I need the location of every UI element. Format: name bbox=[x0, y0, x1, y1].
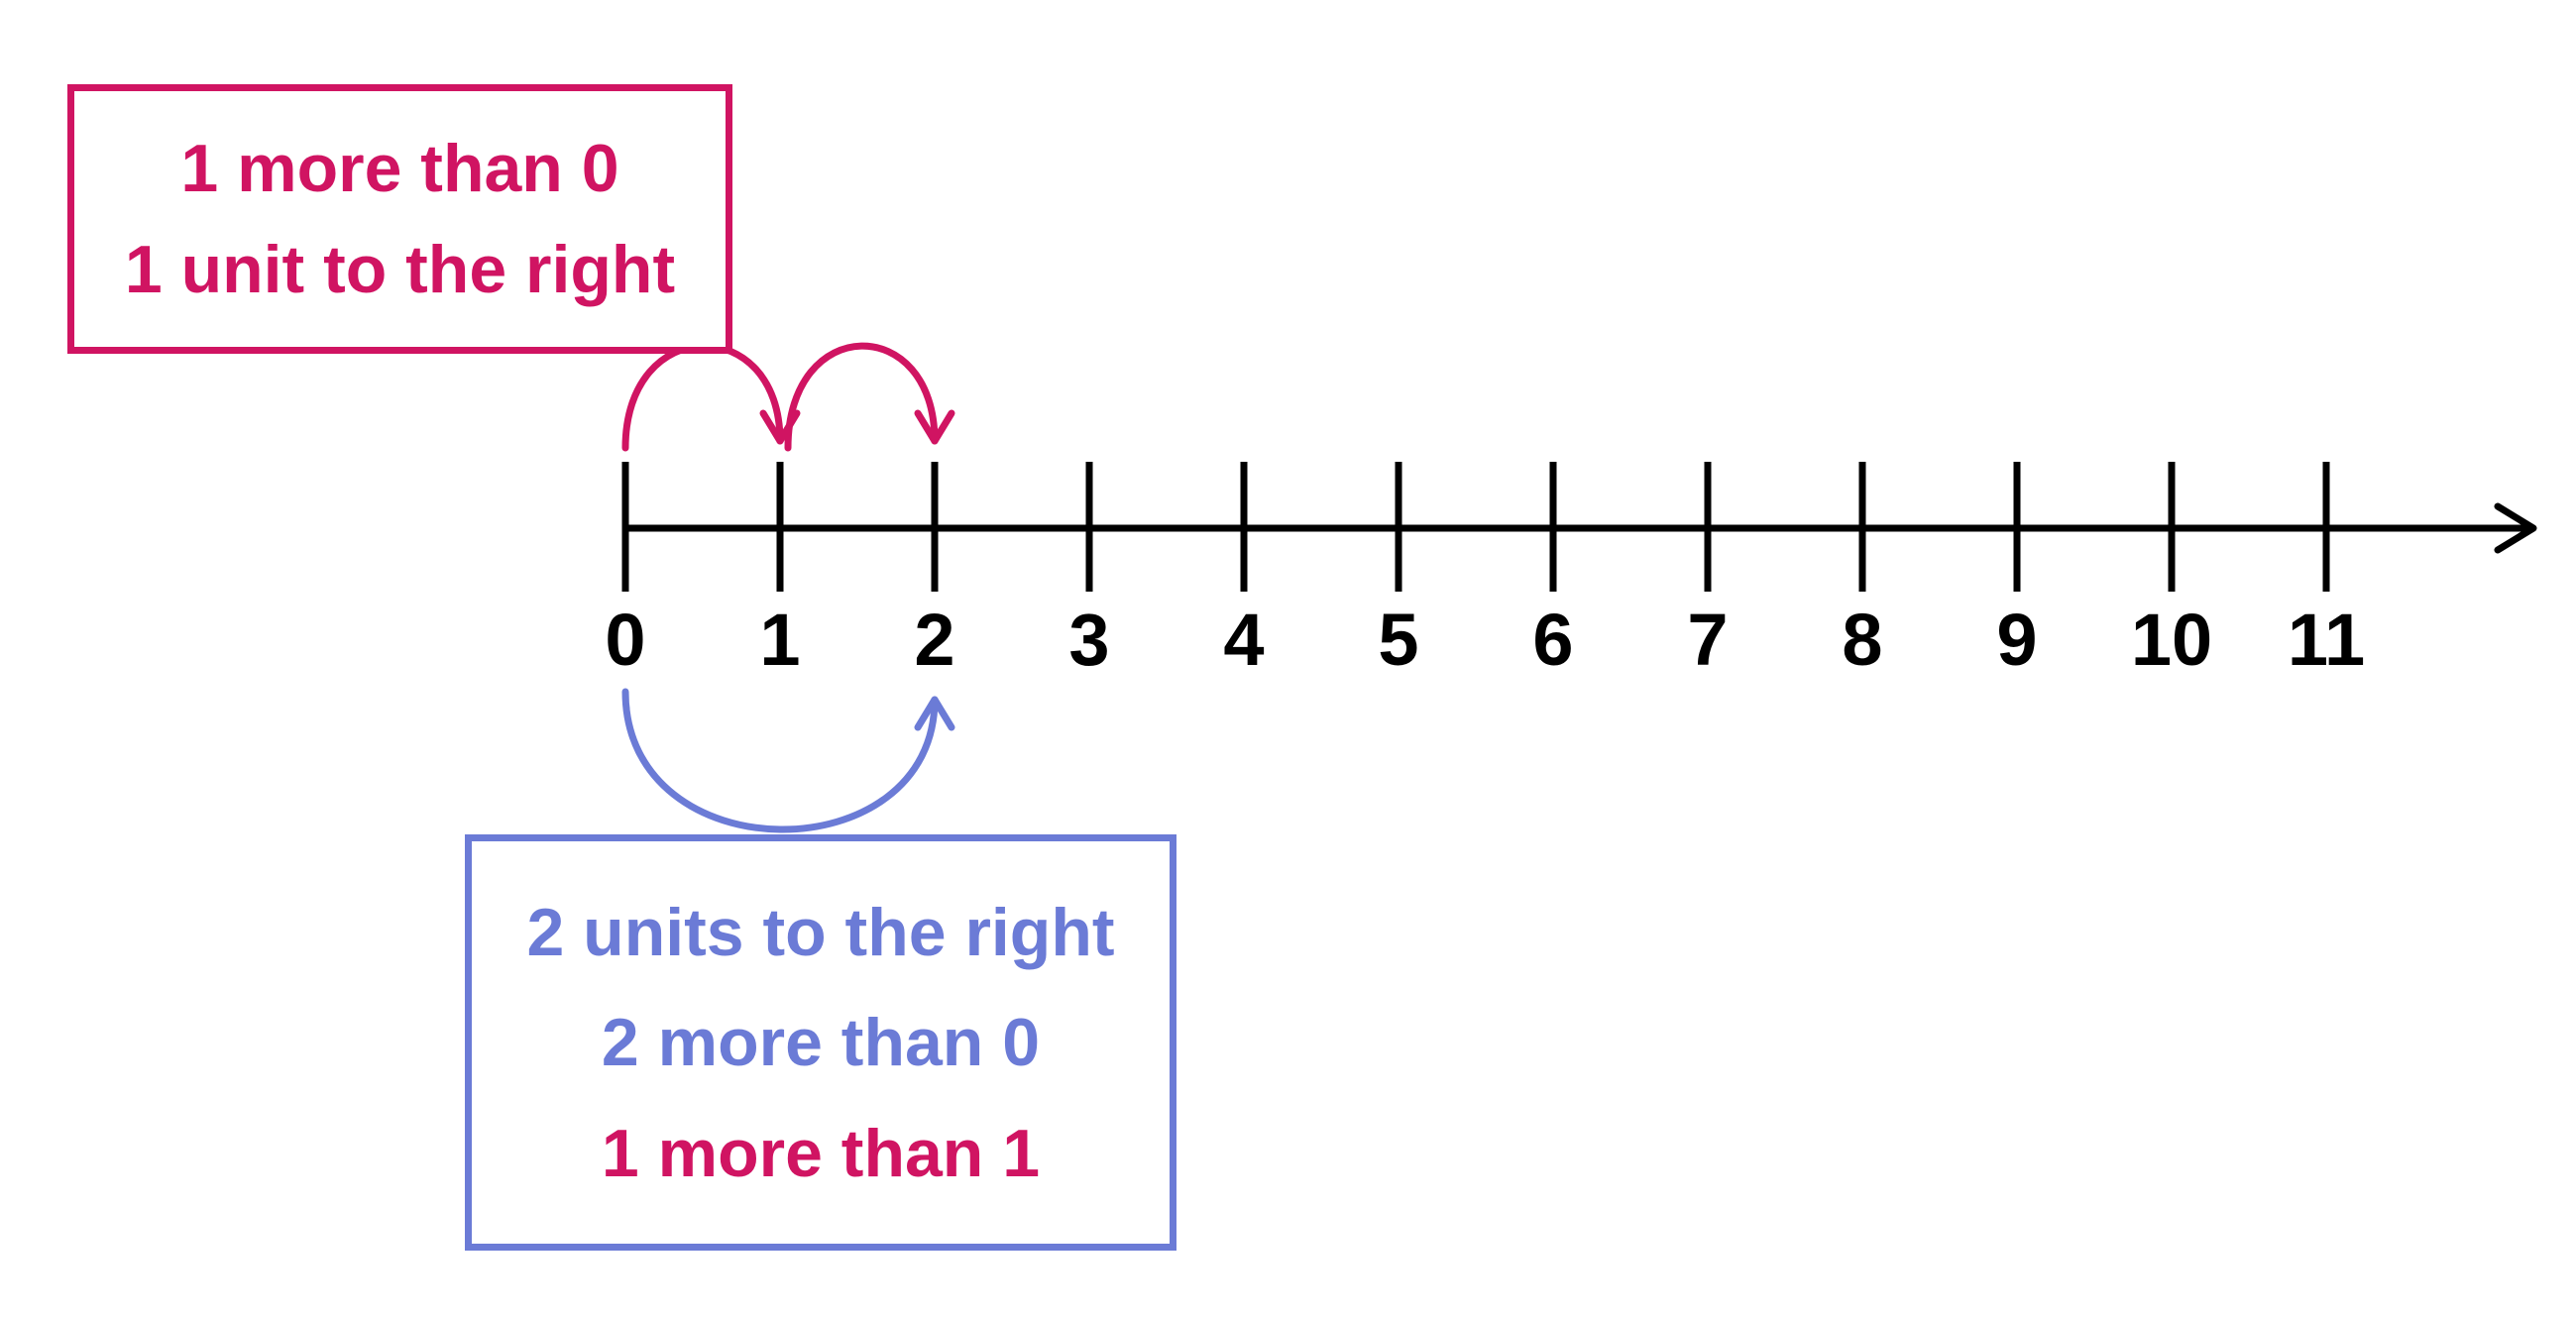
tick-label-3: 3 bbox=[1068, 599, 1109, 681]
callout-bottom: 2 units to the right 2 more than 0 1 mor… bbox=[465, 834, 1176, 1251]
axis-arrowhead-icon bbox=[2494, 502, 2537, 554]
jump-arc-path bbox=[621, 342, 784, 452]
callout-bottom-line-2: 2 more than 0 bbox=[601, 1005, 1041, 1080]
tick-label-2: 2 bbox=[914, 599, 954, 681]
jump-arc-0-to-2 bbox=[621, 688, 955, 833]
jump-arc-path bbox=[621, 688, 939, 833]
callout-bottom-line-1: 2 units to the right bbox=[526, 894, 1115, 970]
callout-bottom-line-3: 1 more than 1 bbox=[601, 1115, 1041, 1191]
arrowhead-down-icon bbox=[914, 409, 955, 445]
callout-top-line-2: 1 unit to the right bbox=[124, 232, 676, 307]
tick-label-8: 8 bbox=[1842, 599, 1882, 681]
jump-arc-path bbox=[784, 342, 939, 452]
jump-arc-0-to-1 bbox=[621, 342, 801, 452]
tick-label-4: 4 bbox=[1223, 599, 1264, 681]
tick-label-0: 0 bbox=[605, 599, 645, 681]
tick-label-10: 10 bbox=[2131, 599, 2212, 681]
callout-top-line-1: 1 more than 0 bbox=[180, 131, 619, 206]
tick-label-11: 11 bbox=[2288, 599, 2365, 681]
tick-label-1: 1 bbox=[759, 599, 800, 681]
tick-label-7: 7 bbox=[1687, 599, 1728, 681]
tick-label-5: 5 bbox=[1378, 599, 1418, 681]
arrowhead-up-icon bbox=[914, 696, 955, 731]
tick-label-6: 6 bbox=[1532, 599, 1573, 681]
jump-arc-1-to-2 bbox=[784, 342, 955, 452]
callout-top: 1 more than 0 1 unit to the right bbox=[67, 84, 732, 354]
tick-label-9: 9 bbox=[1996, 599, 2037, 681]
